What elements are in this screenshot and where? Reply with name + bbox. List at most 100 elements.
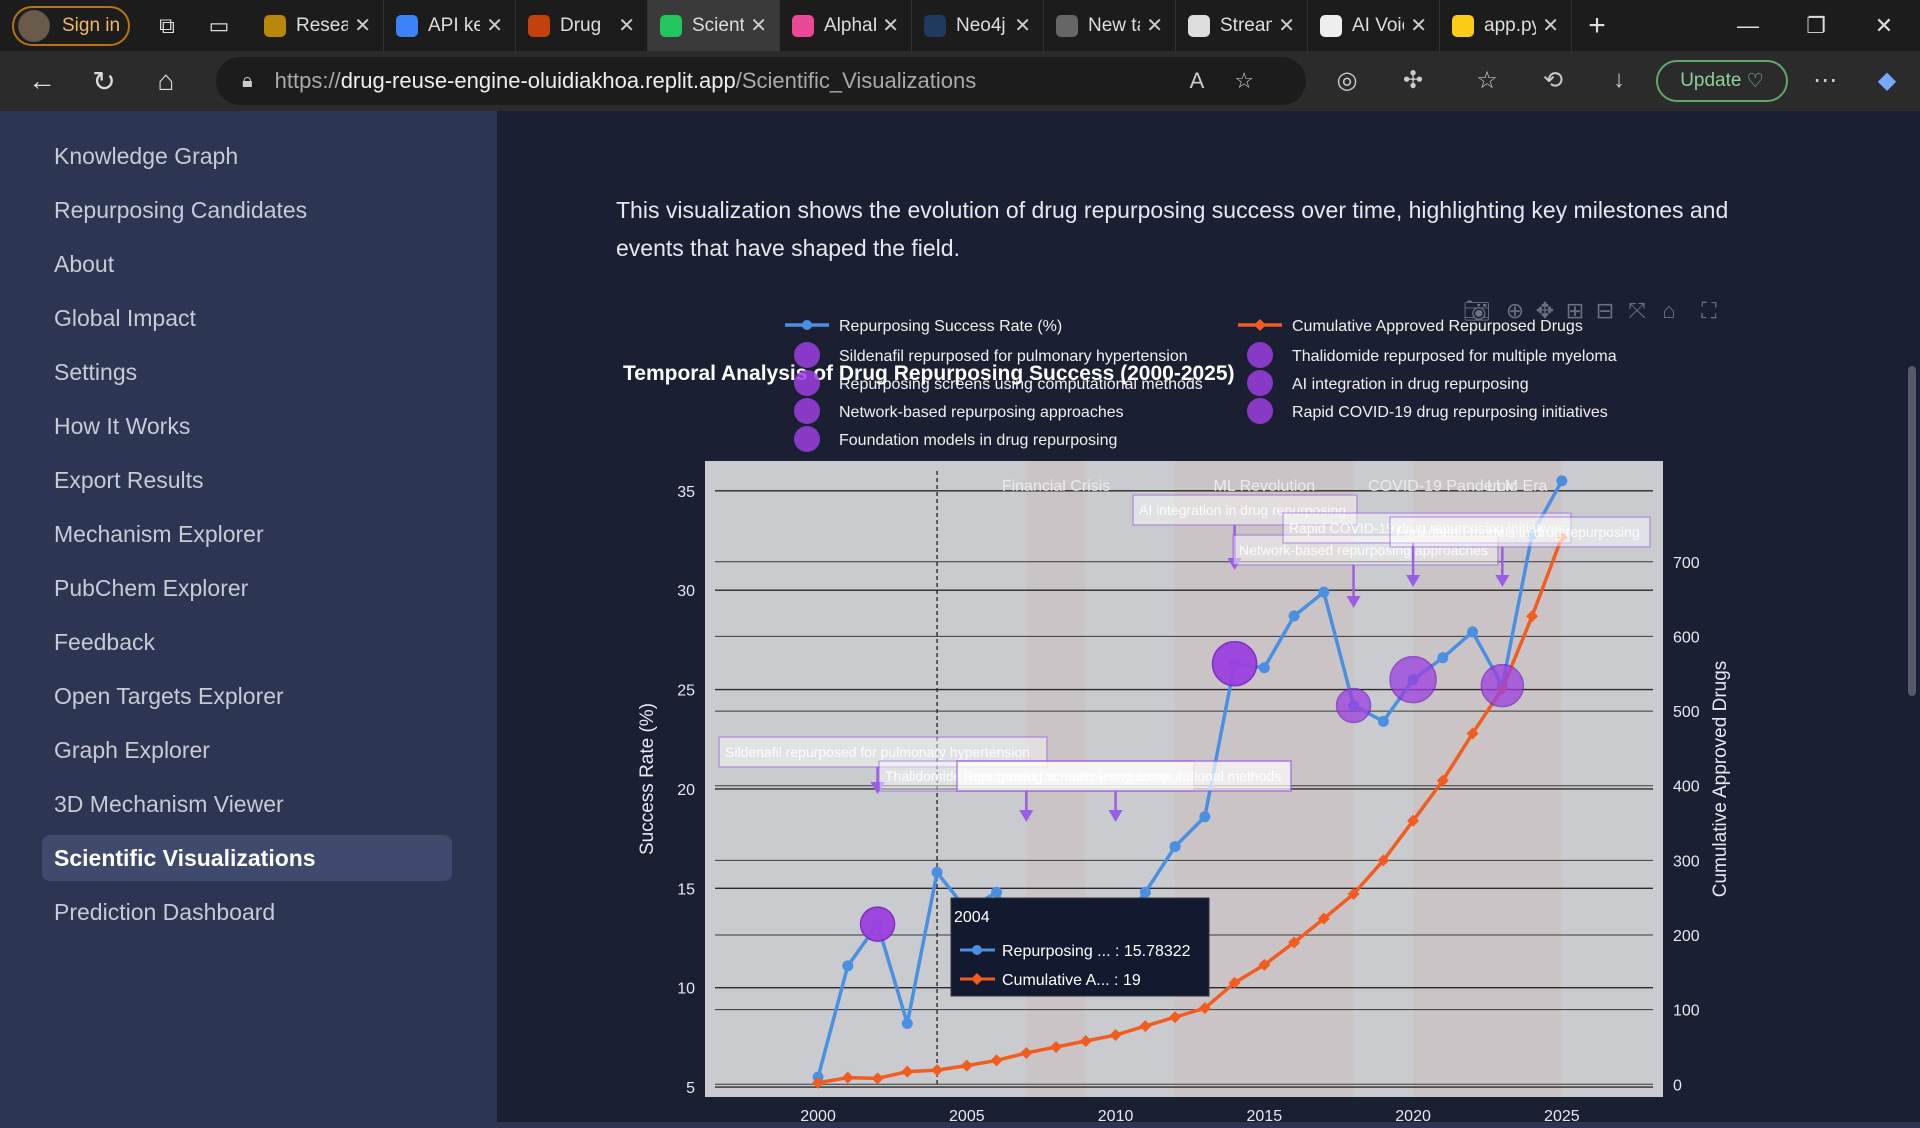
- hover-tooltip-row: Cumulative A... : 19: [1002, 972, 1141, 989]
- tab-title: Streamlit: [1220, 14, 1272, 36]
- home-icon[interactable]: ⌂: [157, 65, 175, 96]
- page-scrollbar[interactable]: [1908, 366, 1916, 696]
- legend-label: Repurposing screens using computational …: [839, 376, 1203, 393]
- url-field[interactable]: 🔒︎ https://drug-reuse-engine-oluidiakhoa…: [216, 57, 1306, 105]
- copilot-shield-icon[interactable]: ◎: [1336, 67, 1358, 94]
- refresh-icon[interactable]: ↻: [92, 65, 116, 97]
- camera-icon[interactable]: 📷︎: [1463, 298, 1491, 323]
- autoscale-icon[interactable]: ⤧: [1628, 298, 1646, 323]
- browser-tab[interactable]: Research ✕: [252, 0, 384, 51]
- x-tick-label: 2015: [1247, 1108, 1283, 1122]
- tab-close-icon[interactable]: ✕: [1014, 15, 1031, 37]
- data-point: [1377, 854, 1390, 867]
- browser-tab[interactable]: API keys ✕: [384, 0, 516, 51]
- reset-axes-icon[interactable]: ⌂: [1662, 298, 1675, 323]
- temporal-analysis-chart[interactable]: Financial Crisis ML Revolution COVID-19 Pa…: [497, 111, 1920, 1122]
- update-label: Update: [1680, 70, 1742, 91]
- copilot-icon[interactable]: ◆: [1877, 67, 1897, 94]
- read-aloud-favorite-icons[interactable]: A☆: [1189, 68, 1284, 93]
- tab-close-icon[interactable]: ✕: [1542, 15, 1559, 37]
- zoom-icon[interactable]: ⊕: [1506, 298, 1524, 323]
- annotation-box: [1389, 516, 1651, 548]
- legend-swatch: [794, 398, 820, 424]
- sidebar-item[interactable]: 3D Mechanism Viewer: [54, 790, 284, 817]
- browser-tab[interactable]: Streamlit ✕: [1176, 0, 1308, 51]
- sidebar-item[interactable]: Settings: [54, 358, 138, 385]
- restore-icon[interactable]: ❐: [1806, 12, 1826, 38]
- data-point: [901, 1065, 914, 1078]
- browser-tab[interactable]: Neo4j ✕: [912, 0, 1044, 51]
- browser-tab[interactable]: app.py ✕: [1440, 0, 1572, 51]
- close-window-icon[interactable]: ✕: [1874, 12, 1894, 38]
- annotation-box: [1282, 512, 1572, 544]
- sidebar-item[interactable]: Graph Explorer: [54, 736, 210, 763]
- tab-title: Drug: [560, 14, 602, 36]
- sign-in-button[interactable]: Sign in: [12, 5, 130, 46]
- tab-close-icon[interactable]: ✕: [1278, 15, 1295, 37]
- sidebar-item[interactable]: Feedback: [54, 628, 156, 655]
- pan-icon[interactable]: ✥: [1536, 298, 1554, 323]
- update-button[interactable]: Update ♡: [1656, 60, 1788, 102]
- tab-close-icon[interactable]: ✕: [750, 15, 767, 37]
- x-tick-label: 2020: [1395, 1108, 1431, 1122]
- tab-actions-icon[interactable]: ▭: [208, 12, 230, 38]
- more-icon[interactable]: ⋯: [1813, 67, 1837, 94]
- browser-tab[interactable]: AI Voice ✕: [1308, 0, 1440, 51]
- favorites-icon[interactable]: ☆: [1476, 67, 1498, 94]
- zoom-out-icon[interactable]: ⊟: [1596, 298, 1614, 323]
- browser-tab[interactable]: Scientific ✕: [648, 0, 780, 51]
- fullscreen-icon[interactable]: ⛶: [1701, 298, 1717, 323]
- sidebar-item[interactable]: Repurposing Candidates: [54, 196, 308, 223]
- browser-tab[interactable]: Drug ✕: [516, 0, 648, 51]
- tab-strip: Research✕API keys✕Drug✕Scientific✕AlphaF…: [252, 0, 1572, 51]
- sidebar-item[interactable]: How It Works: [54, 412, 191, 439]
- data-point: [1079, 1035, 1092, 1048]
- new-tab-icon[interactable]: +: [1588, 8, 1606, 42]
- browser-tab[interactable]: New tab ✕: [1044, 0, 1176, 51]
- tab-close-icon[interactable]: ✕: [618, 15, 635, 37]
- data-point: [1526, 610, 1539, 623]
- tab-close-icon[interactable]: ✕: [1410, 15, 1427, 37]
- sidebar-item[interactable]: Export Results: [54, 466, 204, 493]
- workspaces-icon[interactable]: ⧉: [159, 12, 175, 38]
- x-tick-label: 2005: [949, 1108, 985, 1122]
- back-icon[interactable]: ←: [28, 65, 56, 96]
- minimize-icon[interactable]: —: [1737, 12, 1759, 38]
- y2-tick-label: 200: [1673, 928, 1700, 945]
- data-point: [841, 1071, 854, 1084]
- history-icon[interactable]: ⟲: [1542, 67, 1564, 94]
- sidebar-item[interactable]: About: [54, 250, 115, 277]
- annotation-text: Rapid COVID-19 drug repurposing initiati…: [1289, 520, 1565, 536]
- data-point: [1169, 1011, 1182, 1024]
- avatar-icon: [18, 9, 50, 42]
- sidebar-item[interactable]: Open Targets Explorer: [54, 682, 284, 709]
- downloads-icon[interactable]: ↓: [1613, 66, 1625, 93]
- chart-title: Temporal Analysis of Drug Repurposing Su…: [623, 362, 1235, 385]
- legend-swatch-marker: [802, 320, 812, 330]
- event-region: [1472, 461, 1562, 1097]
- annotation-arrowhead: [1108, 810, 1123, 822]
- tab-title: New tab: [1088, 14, 1140, 36]
- sidebar-item[interactable]: Scientific Visualizations: [42, 835, 452, 881]
- tab-close-icon[interactable]: ✕: [486, 15, 503, 37]
- milestone-marker: [1480, 663, 1525, 708]
- tab-favicon-icon: [264, 14, 286, 37]
- sidebar-item[interactable]: Knowledge Graph: [54, 142, 239, 169]
- sidebar-item[interactable]: Mechanism Explorer: [54, 520, 264, 547]
- browser-tab[interactable]: AlphaFold ✕: [780, 0, 912, 51]
- tab-close-icon[interactable]: ✕: [354, 15, 371, 37]
- sidebar-item[interactable]: Global Impact: [54, 304, 196, 331]
- tab-close-icon[interactable]: ✕: [1146, 15, 1163, 37]
- sidebar-item[interactable]: Prediction Dashboard: [54, 898, 276, 925]
- legend-swatch: [794, 370, 820, 396]
- bottom-strip: [0, 1122, 1920, 1128]
- sidebar-item[interactable]: PubChem Explorer: [54, 574, 249, 601]
- extensions-icon[interactable]: ✣: [1402, 67, 1424, 94]
- legend-label: Network-based repurposing approaches: [839, 404, 1124, 421]
- data-point: [1139, 1020, 1152, 1033]
- zoom-in-icon[interactable]: ⊞: [1566, 298, 1584, 323]
- sidebar-nav: Knowledge Graph Repurposing Candidates Abo…: [0, 111, 497, 1128]
- tab-close-icon[interactable]: ✕: [882, 15, 899, 37]
- data-point: [1169, 841, 1181, 853]
- tab-favicon-icon: [1320, 14, 1342, 37]
